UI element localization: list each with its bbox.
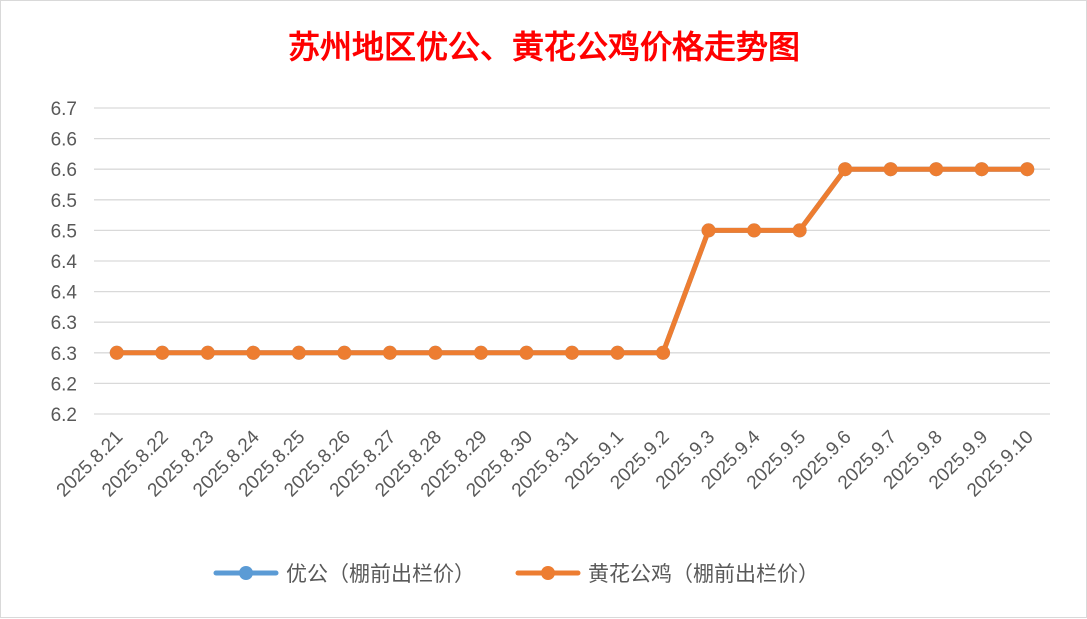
data-point [291,345,306,360]
legend-marker-swatch [239,566,253,580]
data-point [747,223,762,238]
data-point [656,345,671,360]
y-tick-label: 6.5 [51,191,77,212]
data-point [838,162,853,177]
data-point [473,345,488,360]
data-point [610,345,625,360]
y-axis-ticks: 6.2 6.2 6.3 6.3 6.4 6.4 6.5 6.5 6.6 6.6 6.7 [51,99,78,426]
legend-label: 黄花公鸡（棚前出栏价） [588,562,819,586]
y-tick-label: 6.2 [51,374,77,395]
chart-title: 苏州地区优公、黄花公鸡价格走势图 [288,28,800,66]
legend-label: 优公（棚前出栏价） [286,562,475,586]
data-point [428,345,443,360]
gridlines [94,107,1050,415]
legend-marker-swatch [541,566,555,580]
y-tick-label: 6.3 [51,344,77,365]
data-point [701,223,716,238]
data-point [200,345,215,360]
series-2 [109,162,1035,360]
data-point [382,345,397,360]
data-point [565,345,579,360]
data-point [519,345,534,360]
data-point [974,162,989,177]
data-point [792,223,807,238]
y-tick-label: 6.4 [51,283,78,304]
legend: 优公（棚前出栏价） 黄花公鸡（棚前出栏价） [213,562,819,586]
y-tick-label: 6.5 [51,221,77,242]
y-tick-label: 6.6 [51,160,77,181]
data-point [246,345,261,360]
data-point [337,345,352,360]
data-point [1020,162,1035,177]
data-point [109,345,124,360]
data-point [929,162,944,177]
data-point [883,162,898,177]
x-axis-ticks: 2025.8.212025.8.222025.8.232025.8.242025… [53,426,1038,501]
legend-entry-1: 优公（棚前出栏价） [213,562,475,586]
data-point [155,345,170,360]
legend-entry-2: 黄花公鸡（棚前出栏价） [515,562,819,586]
y-tick-label: 6.3 [51,313,77,334]
series-lines [109,162,1035,360]
y-tick-label: 6.7 [51,99,77,120]
y-tick-label: 6.2 [51,405,77,426]
y-tick-label: 6.6 [51,130,77,151]
y-tick-label: 6.4 [51,252,78,273]
